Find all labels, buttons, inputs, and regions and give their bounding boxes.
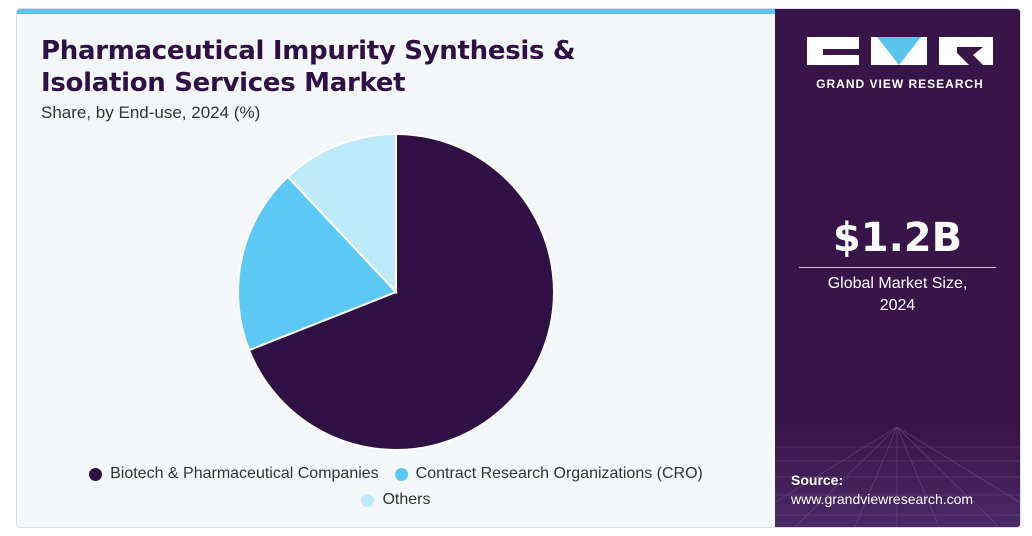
market-label-line-1: Global Market Size, xyxy=(827,275,968,292)
legend-row-1: Biotech & Pharmaceutical Companies Contr… xyxy=(17,461,775,487)
chart-legend: Biotech & Pharmaceutical Companies Contr… xyxy=(17,461,775,513)
legend-dot-others xyxy=(361,493,375,507)
legend-label-others: Others xyxy=(382,491,431,508)
pie-slice-others xyxy=(286,132,397,295)
source-note: Source: www.grandviewresearch.com xyxy=(791,471,973,509)
legend-item-cro: Contract Research Organizations (CRO) xyxy=(394,461,703,487)
title-line-2: Isolation Services Market xyxy=(41,68,406,98)
legend-item-others: Others xyxy=(361,487,431,513)
top-accent-bar xyxy=(17,9,775,14)
pie-chart xyxy=(237,132,555,451)
infographic-card: Pharmaceutical Impurity Synthesis & Isol… xyxy=(16,8,1021,528)
chart-panel: Pharmaceutical Impurity Synthesis & Isol… xyxy=(17,9,775,527)
decorative-grid-pattern xyxy=(775,427,1020,527)
pie-slice-biotech xyxy=(247,132,555,451)
source-label: Source: xyxy=(791,472,844,488)
legend-label-biotech: Biotech & Pharmaceutical Companies xyxy=(110,465,379,482)
title-line-1: Pharmaceutical Impurity Synthesis & xyxy=(41,36,576,66)
pie-slice-cro xyxy=(237,175,398,352)
sidebar-divider xyxy=(799,267,996,268)
summary-sidebar: GRAND VIEW RESEARCH $1.2B Global Market … xyxy=(775,9,1020,527)
chart-title: Pharmaceutical Impurity Synthesis & Isol… xyxy=(41,35,681,99)
market-size-value: $1.2B xyxy=(832,215,963,261)
legend-label-cro: Contract Research Organizations (CRO) xyxy=(415,465,703,482)
legend-dot-cro xyxy=(394,467,408,481)
market-size-label: Global Market Size, 2024 xyxy=(775,273,1020,317)
legend-row-2: Others xyxy=(17,487,775,513)
market-label-line-2: 2024 xyxy=(879,297,916,314)
chart-subtitle: Share, by End-use, 2024 (%) xyxy=(41,103,261,122)
legend-dot-biotech xyxy=(89,467,103,481)
legend-item-biotech: Biotech & Pharmaceutical Companies xyxy=(89,461,379,487)
brand-name: GRAND VIEW RESEARCH xyxy=(816,77,984,91)
brand-logo: GRAND VIEW RESEARCH xyxy=(807,33,993,93)
source-url: www.grandviewresearch.com xyxy=(791,491,974,507)
logo-mark-icon xyxy=(807,37,993,65)
